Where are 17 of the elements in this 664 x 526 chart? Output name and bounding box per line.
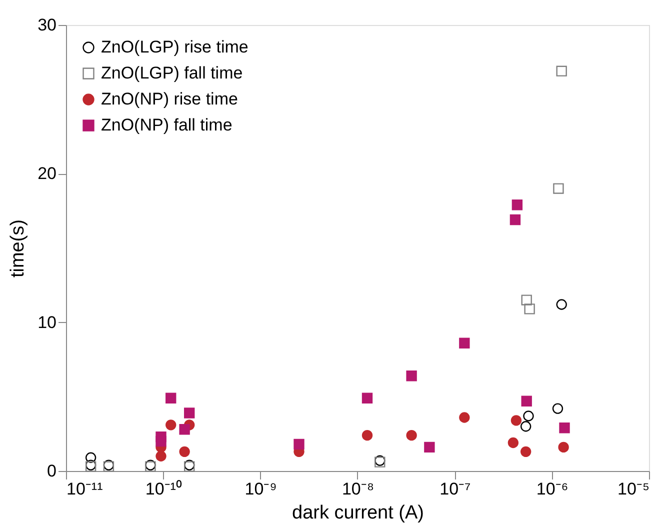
x-axis-title: dark current (A) bbox=[292, 502, 424, 524]
y-axis-title: time(s) bbox=[8, 219, 29, 278]
y-tick-label: 0 bbox=[47, 462, 56, 480]
legend-label: ZnO(NP) fall time bbox=[101, 116, 232, 134]
y-tick-label: 10 bbox=[38, 312, 56, 332]
x-tick-label: 10⁻⁶ bbox=[536, 480, 568, 498]
x-tick-label: 10⁻⁸ bbox=[342, 480, 374, 498]
legend-label: ZnO(LGP) rise time bbox=[101, 38, 248, 56]
x-tick-label: 10⁻⁷ bbox=[440, 480, 471, 498]
x-tick-label: 10⁻¹¹ bbox=[66, 480, 104, 498]
legend-label: ZnO(NP) rise time bbox=[101, 90, 238, 108]
y-tick-label: 20 bbox=[38, 164, 56, 184]
x-tick-label: 10⁻⁵ bbox=[618, 480, 650, 498]
x-tick-label: 10⁻⁹ bbox=[244, 480, 277, 498]
x-tick-label: 10⁻¹⁰ bbox=[145, 480, 182, 498]
legend-label: ZnO(LGP) fall time bbox=[101, 64, 243, 82]
y-tick-label: 30 bbox=[38, 16, 56, 34]
